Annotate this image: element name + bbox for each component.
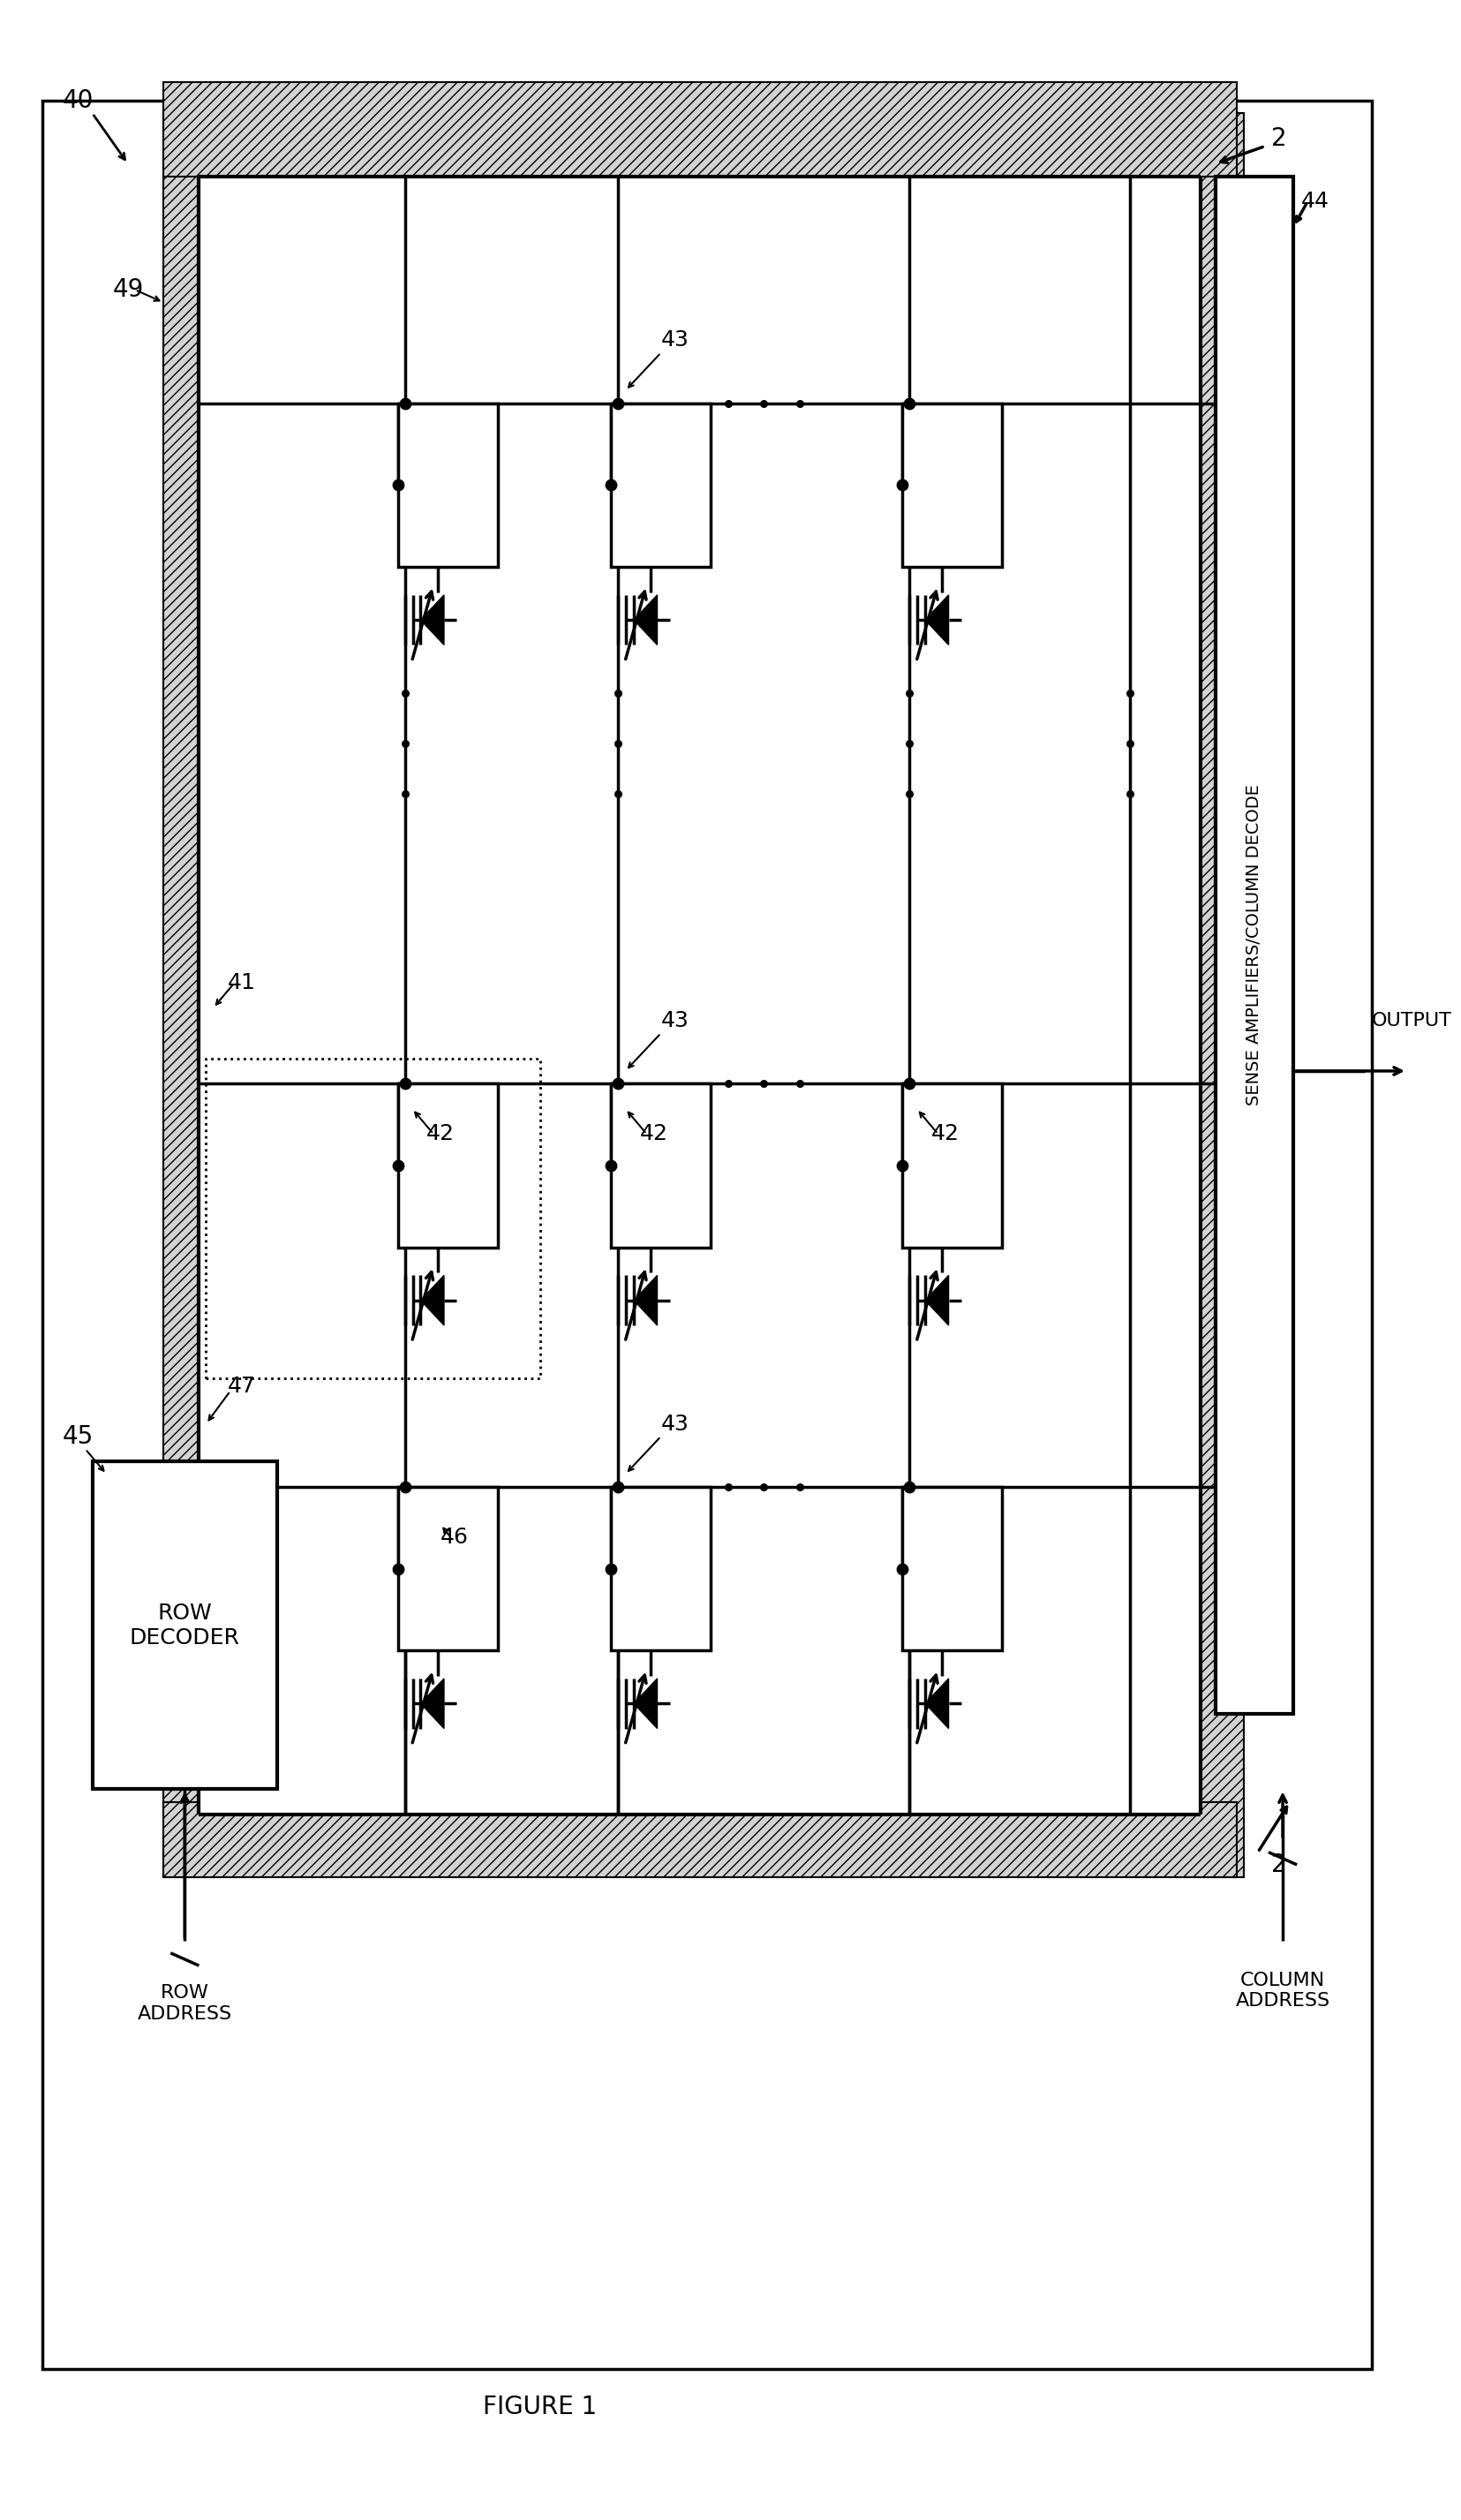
Point: [1118, 723, 1141, 764]
Point: [787, 383, 811, 423]
Polygon shape: [421, 1275, 444, 1326]
Polygon shape: [925, 595, 948, 645]
Point: [897, 1467, 920, 1507]
Point: [716, 383, 739, 423]
Bar: [901, 1084, 1001, 1247]
Text: 49: 49: [112, 277, 143, 302]
Polygon shape: [421, 595, 444, 645]
Text: ROW
DECODER: ROW DECODER: [130, 1603, 240, 1648]
Point: [606, 1063, 630, 1104]
Bar: [206, 1058, 539, 1378]
Text: 45: 45: [63, 1424, 94, 1449]
Point: [599, 1547, 622, 1590]
Bar: [611, 403, 710, 567]
Point: [599, 1147, 622, 1187]
Text: 43: 43: [660, 1011, 688, 1031]
Text: 47: 47: [228, 1376, 256, 1396]
Point: [787, 1063, 811, 1104]
Point: [393, 673, 416, 713]
Point: [386, 1547, 409, 1590]
Polygon shape: [925, 1678, 948, 1729]
Point: [386, 466, 409, 507]
Point: [716, 1063, 739, 1104]
Text: 41: 41: [228, 973, 256, 993]
Text: 46: 46: [440, 1527, 469, 1547]
Point: [897, 673, 920, 713]
Bar: [164, 81, 1236, 176]
Text: SENSE AMPLIFIERS/COLUMN DECODE: SENSE AMPLIFIERS/COLUMN DECODE: [1245, 784, 1262, 1106]
Point: [890, 466, 913, 507]
Bar: [164, 113, 1236, 1877]
Bar: [164, 113, 216, 1877]
Point: [897, 1063, 920, 1104]
Point: [606, 1467, 630, 1507]
Text: 42: 42: [427, 1124, 454, 1144]
Text: 42: 42: [640, 1124, 668, 1144]
Polygon shape: [925, 1275, 948, 1326]
Bar: [1201, 113, 1243, 1877]
Bar: [92, 1462, 278, 1789]
Polygon shape: [634, 1678, 657, 1729]
Point: [752, 1063, 776, 1104]
Point: [716, 1467, 739, 1507]
Point: [393, 723, 416, 764]
Point: [393, 1467, 416, 1507]
Point: [606, 673, 630, 713]
Point: [890, 1147, 913, 1187]
Bar: [901, 403, 1001, 567]
Point: [890, 1547, 913, 1590]
Text: 2: 2: [1271, 1852, 1286, 1877]
Bar: [901, 1487, 1001, 1651]
Point: [606, 383, 630, 423]
Polygon shape: [421, 1678, 444, 1729]
Bar: [611, 1487, 710, 1651]
Text: 2: 2: [1271, 126, 1286, 151]
Point: [1118, 673, 1141, 713]
Text: 42: 42: [931, 1124, 958, 1144]
Point: [752, 383, 776, 423]
Point: [606, 774, 630, 814]
Point: [393, 774, 416, 814]
Bar: [1214, 176, 1293, 1714]
Bar: [199, 176, 1201, 1814]
Text: 43: 43: [660, 1414, 688, 1434]
Text: OUTPUT: OUTPUT: [1370, 1011, 1451, 1031]
Text: FIGURE 1: FIGURE 1: [482, 2394, 596, 2419]
Point: [787, 1467, 811, 1507]
Text: 44: 44: [1300, 192, 1328, 212]
Polygon shape: [634, 1275, 657, 1326]
Point: [393, 383, 416, 423]
Point: [386, 1147, 409, 1187]
Bar: [397, 403, 497, 567]
Point: [752, 1467, 776, 1507]
Text: COLUMN
ADDRESS: COLUMN ADDRESS: [1235, 1971, 1330, 2011]
Bar: [397, 1487, 497, 1651]
Bar: [611, 1084, 710, 1247]
Point: [897, 723, 920, 764]
Text: 43: 43: [660, 330, 688, 350]
Point: [606, 723, 630, 764]
Polygon shape: [634, 595, 657, 645]
Point: [599, 466, 622, 507]
Bar: [397, 1084, 497, 1247]
Point: [1118, 774, 1141, 814]
Point: [897, 774, 920, 814]
Point: [897, 383, 920, 423]
Point: [393, 1063, 416, 1104]
Text: ROW
ADDRESS: ROW ADDRESS: [137, 1983, 232, 2024]
Bar: [164, 1802, 1236, 1877]
Text: 40: 40: [63, 88, 94, 113]
